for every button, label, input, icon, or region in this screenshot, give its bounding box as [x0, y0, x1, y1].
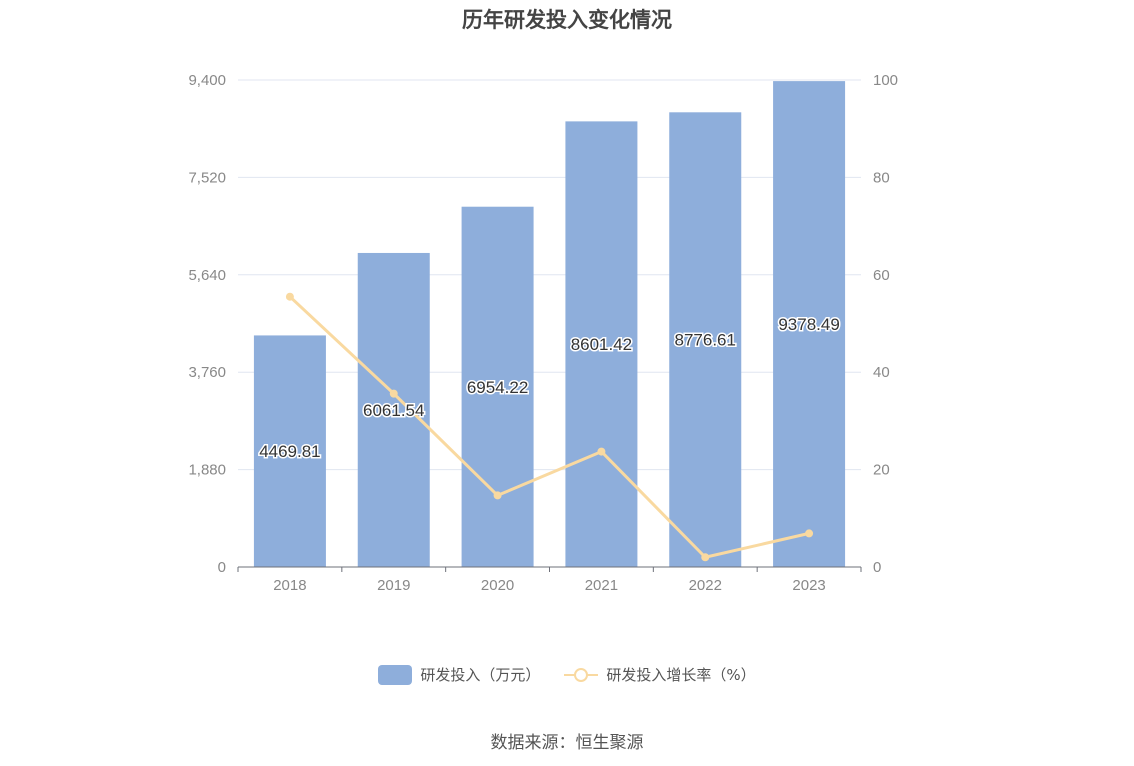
- x-tick-label: 2020: [481, 577, 514, 594]
- y-left-tick-label: 3,760: [188, 364, 226, 381]
- bar-value-label: 8776.61: [675, 331, 736, 350]
- legend-line-swatch: [564, 665, 599, 685]
- bar: [357, 252, 430, 568]
- growth-rate-point: [493, 491, 502, 500]
- y-left-tick-label: 9,400: [188, 72, 226, 89]
- y-left-tick-label: 0: [218, 559, 226, 576]
- bar: [565, 121, 638, 568]
- y-left-tick-label: 1,880: [188, 462, 226, 479]
- combo-chart: 0 0 1,880 20 3,760 40 5,640 60 7,520 80 9,400 100 20…: [188, 72, 898, 594]
- y-right-tick-label: 60: [873, 267, 890, 284]
- legend-bar-swatch: [378, 664, 413, 685]
- x-tick-label: 2018: [273, 577, 306, 594]
- y-right-tick-label: 100: [873, 72, 898, 89]
- legend-label-growth-rate: 研发投入增长率（%）: [606, 666, 756, 684]
- data-source: 数据来源：恒生聚源: [490, 733, 644, 753]
- chart-title: 历年研发投入变化情况: [462, 8, 672, 32]
- bar-value-label: 6061.54: [363, 401, 424, 420]
- growth-rate-line: [288, 295, 810, 559]
- x-tick-label: 2023: [792, 577, 825, 594]
- legend-item-growth-rate[interactable]: 研发投入增长率（%）: [564, 664, 756, 685]
- growth-rate-point: [285, 292, 294, 301]
- bar-value-label: 9378.49: [778, 315, 839, 334]
- bar-value-label: 8601.42: [571, 335, 632, 354]
- chart-legend: 研发投入（万元） 研发投入增长率（%）: [0, 664, 1134, 685]
- bar: [253, 335, 326, 567]
- growth-rate-point: [597, 447, 606, 456]
- y-right-tick-label: 80: [873, 169, 890, 186]
- x-tick-label: 2021: [585, 577, 618, 594]
- bar: [669, 112, 742, 567]
- y-right-tick-label: 20: [873, 462, 890, 479]
- y-left-tick-label: 5,640: [188, 267, 226, 284]
- y-right-tick-label: 40: [873, 364, 890, 381]
- x-tick-label: 2019: [377, 577, 410, 594]
- legend-label-rd-investment: 研发投入（万元）: [420, 666, 541, 684]
- bar-value-label: 4469.81: [259, 442, 320, 461]
- y-right-tick-label: 0: [873, 559, 881, 576]
- y-left-tick-label: 7,520: [188, 169, 226, 186]
- bar: [461, 206, 534, 567]
- bar: [773, 81, 846, 567]
- legend-item-rd-investment[interactable]: 研发投入（万元）: [378, 664, 540, 685]
- growth-rate-point: [389, 389, 398, 398]
- growth-rate-point: [701, 553, 710, 562]
- bar-value-label: 6954.22: [467, 378, 528, 397]
- x-tick-label: 2022: [689, 577, 722, 594]
- growth-rate-point: [805, 529, 814, 538]
